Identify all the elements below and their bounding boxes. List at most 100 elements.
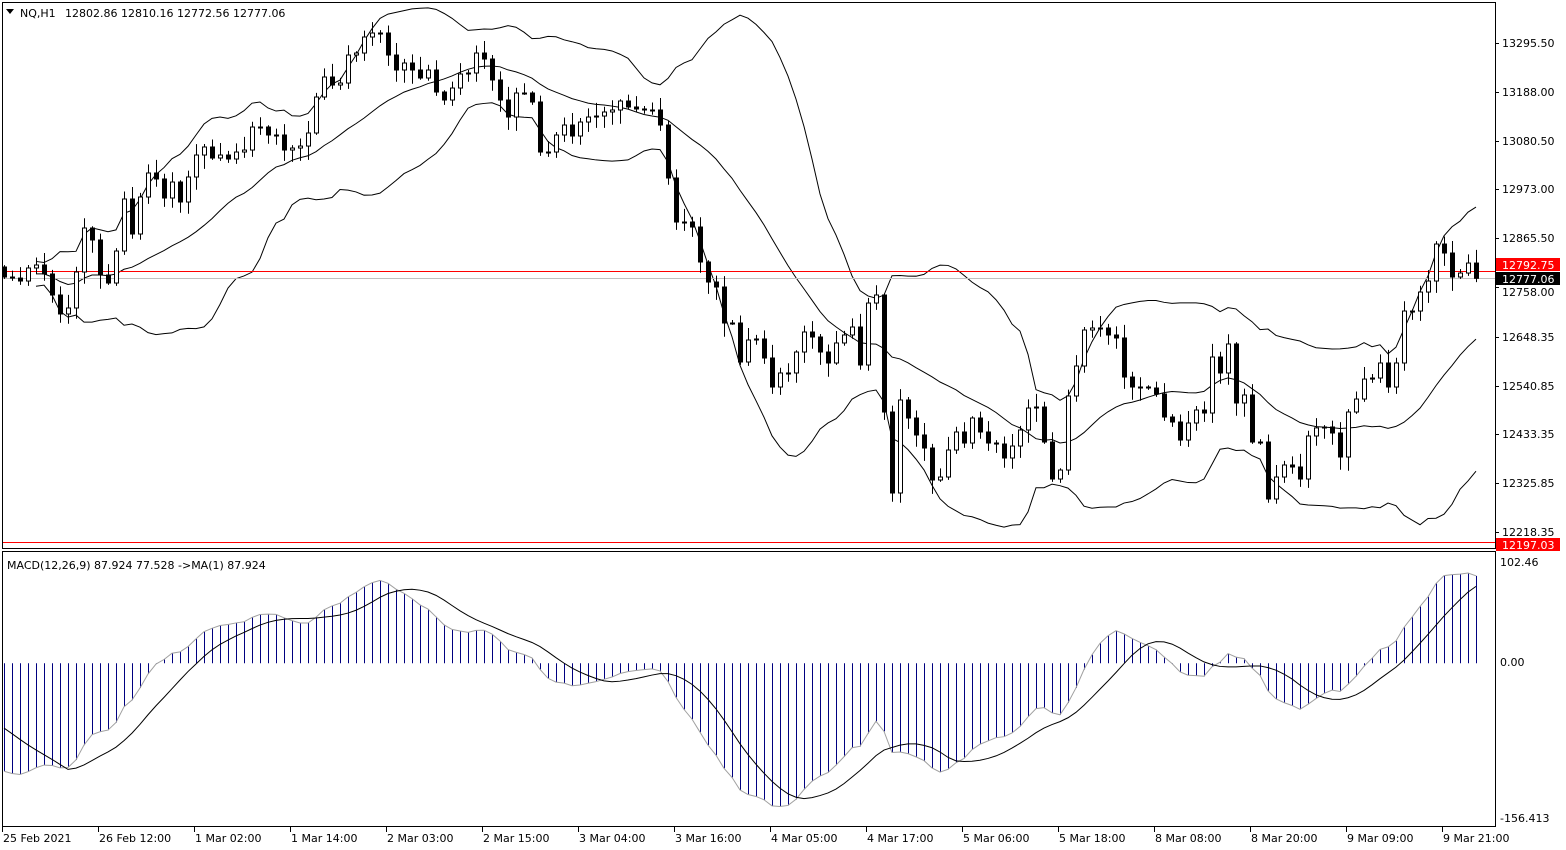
time-tick-label: 26 Feb 12:00 bbox=[99, 832, 171, 845]
bear-candle-body bbox=[1218, 356, 1223, 374]
bear-candle-body bbox=[386, 32, 391, 56]
candle bbox=[450, 81, 455, 106]
candle bbox=[866, 297, 871, 371]
candle bbox=[306, 120, 311, 160]
bull-candle-body bbox=[1394, 362, 1399, 388]
candle bbox=[1210, 343, 1215, 423]
candle bbox=[1050, 432, 1055, 482]
bear-candle-body bbox=[1474, 262, 1479, 279]
candle bbox=[1114, 326, 1119, 349]
bull-candle-body bbox=[602, 111, 607, 117]
candle bbox=[482, 41, 487, 69]
candle bbox=[1082, 327, 1087, 373]
candle bbox=[882, 293, 887, 420]
bear-candle-body bbox=[1266, 441, 1271, 500]
candle bbox=[202, 144, 207, 169]
candle bbox=[1090, 320, 1095, 338]
candle bbox=[1402, 301, 1407, 371]
candle bbox=[50, 269, 55, 303]
candle bbox=[250, 121, 255, 157]
candlesticks[interactable] bbox=[2, 22, 1479, 504]
candle bbox=[562, 117, 567, 142]
candle bbox=[1170, 414, 1175, 427]
bear-candle-body bbox=[226, 154, 231, 160]
bear-candle-body bbox=[130, 198, 135, 235]
bear-candle-body bbox=[394, 54, 399, 71]
candle bbox=[906, 397, 911, 429]
candle bbox=[218, 142, 223, 161]
price-tick-label: 12325.85 bbox=[1502, 477, 1555, 490]
bull-candle-body bbox=[1082, 329, 1087, 367]
candle bbox=[626, 94, 631, 109]
bb-lower-band bbox=[35, 102, 1477, 528]
time-tick-label: 9 Mar 21:00 bbox=[1443, 832, 1509, 845]
bull-candle-body bbox=[378, 32, 383, 35]
dropdown-triangle-icon[interactable] bbox=[6, 9, 14, 14]
candle bbox=[1266, 434, 1271, 503]
bear-candle-body bbox=[1114, 334, 1119, 339]
bear-candle-body bbox=[210, 146, 215, 159]
bear-candle-body bbox=[418, 69, 423, 79]
bull-candle-body bbox=[474, 52, 479, 74]
time-tick-label: 4 Mar 05:00 bbox=[771, 832, 837, 845]
candle bbox=[890, 405, 895, 502]
candle bbox=[602, 106, 607, 128]
ohlc-values: 12802.86 12810.16 12772.56 12777.06 bbox=[65, 7, 285, 20]
macd-histogram-outline bbox=[3, 572, 1477, 808]
bull-candle-body bbox=[1354, 398, 1359, 413]
candle bbox=[586, 108, 591, 132]
bull-candle-body bbox=[74, 271, 79, 309]
candle bbox=[738, 315, 743, 365]
bull-candle-body bbox=[122, 198, 127, 252]
bull-candle-body bbox=[682, 221, 687, 224]
bull-candle-body bbox=[650, 109, 655, 112]
candle bbox=[506, 86, 511, 130]
candle bbox=[1162, 383, 1167, 421]
bear-candle-body bbox=[690, 221, 695, 228]
bear-candle-body bbox=[666, 124, 671, 179]
bid-price-label-bg bbox=[1496, 258, 1560, 271]
candle bbox=[314, 92, 319, 135]
bull-candle-body bbox=[1306, 435, 1311, 480]
price-tick-label: 12973.00 bbox=[1502, 183, 1555, 196]
candle bbox=[578, 117, 583, 145]
price-tick-label: 12218.35 bbox=[1502, 526, 1555, 539]
time-axis[interactable]: 25 Feb 2021 26 Feb 12:00 1 Mar 02:00 1 Mar … bbox=[2, 827, 1510, 845]
candle bbox=[858, 313, 863, 370]
candle bbox=[394, 43, 399, 82]
candle bbox=[1034, 393, 1039, 422]
candle bbox=[1242, 388, 1247, 417]
time-tick-label: 8 Mar 20:00 bbox=[1251, 832, 1317, 845]
bear-candle-body bbox=[1122, 337, 1127, 378]
price-tick-label: 13080.50 bbox=[1502, 135, 1555, 148]
price-tick-label: 12648.35 bbox=[1502, 331, 1555, 344]
candle bbox=[410, 54, 415, 84]
candle bbox=[650, 102, 655, 115]
bear-candle-body bbox=[178, 181, 183, 203]
bull-candle-body bbox=[170, 181, 175, 199]
bull-candle-body bbox=[338, 82, 343, 86]
bear-candle-body bbox=[98, 239, 103, 276]
bear-candle-body bbox=[490, 58, 495, 81]
candle bbox=[1306, 430, 1311, 488]
bear-candle-body bbox=[1450, 252, 1455, 278]
bear-candle-body bbox=[570, 124, 575, 137]
candle bbox=[322, 68, 327, 100]
candle bbox=[386, 25, 391, 66]
candle bbox=[1058, 468, 1063, 483]
candle bbox=[1026, 399, 1031, 443]
bear-candle-body bbox=[858, 326, 863, 366]
price-tick-label: 12865.50 bbox=[1502, 232, 1555, 245]
bear-candle-body bbox=[882, 294, 887, 413]
candle bbox=[2, 265, 7, 279]
bull-candle-body bbox=[274, 134, 279, 137]
bull-candle-body bbox=[954, 431, 959, 451]
candle bbox=[362, 30, 367, 61]
bear-candle-body bbox=[42, 264, 47, 275]
candle bbox=[42, 252, 47, 281]
candle bbox=[1146, 385, 1151, 390]
candle bbox=[946, 436, 951, 480]
candle bbox=[1066, 389, 1071, 475]
